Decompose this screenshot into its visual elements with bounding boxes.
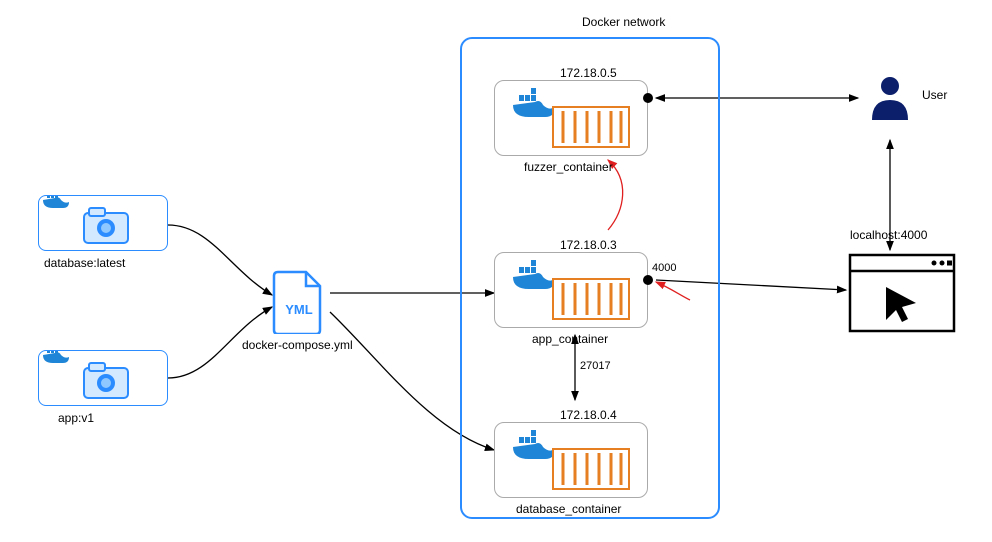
container-icon <box>495 253 649 329</box>
container-icon <box>495 423 649 499</box>
browser-icon <box>848 253 956 338</box>
app-port-dot <box>643 275 653 285</box>
camera-icon <box>39 196 169 252</box>
app-ip: 172.18.0.3 <box>560 238 617 252</box>
fuzzer-label: fuzzer_container <box>524 160 613 174</box>
app-port-label: 4000 <box>652 262 676 274</box>
image-app-label: app:v1 <box>58 411 94 425</box>
localhost-label: localhost:4000 <box>850 228 927 242</box>
compose-file-label: docker-compose.yml <box>242 338 353 352</box>
app-container-box <box>494 252 648 328</box>
user-label: User <box>922 88 947 102</box>
fuzzer-port-dot <box>643 93 653 103</box>
compose-file-icon: YML <box>270 270 328 334</box>
image-database-box <box>38 195 168 251</box>
container-icon <box>495 81 649 157</box>
network-title: Docker network <box>582 15 665 29</box>
camera-icon <box>39 351 169 407</box>
image-database-label: database:latest <box>44 256 125 270</box>
svg-text:YML: YML <box>285 302 313 317</box>
fuzzer-ip: 172.18.0.5 <box>560 66 617 80</box>
app-label: app_container <box>532 332 608 346</box>
database-container-box <box>494 422 648 498</box>
database-ip: 172.18.0.4 <box>560 408 617 422</box>
user-icon <box>866 72 914 137</box>
fuzzer-container-box <box>494 80 648 156</box>
image-app-box <box>38 350 168 406</box>
database-label: database_container <box>516 502 621 516</box>
port-27017-label: 27017 <box>580 360 611 372</box>
